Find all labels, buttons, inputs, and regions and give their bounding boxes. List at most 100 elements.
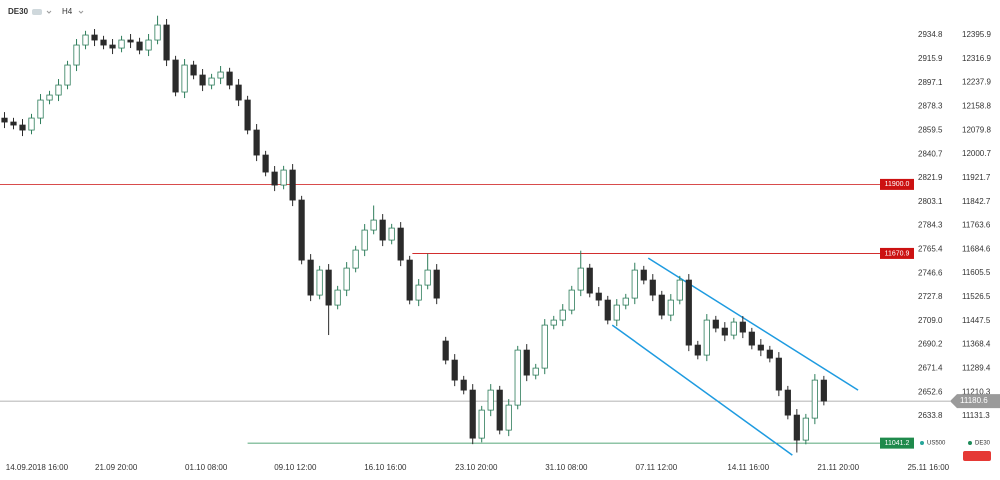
y-tick-label: 11921.7 (962, 173, 991, 182)
candle-body (1, 117, 8, 123)
chevron (46, 10, 52, 14)
candle-body (415, 284, 422, 301)
candle-body (424, 269, 431, 286)
candle-body (325, 269, 332, 306)
trendline (611, 324, 793, 456)
trendline (647, 257, 859, 391)
candle-body (514, 349, 521, 406)
y2-tick-label: 2727.8 (918, 292, 943, 301)
candle-body (55, 84, 62, 96)
legend-dot (968, 441, 972, 445)
candle-body (145, 39, 152, 51)
candle-body (406, 259, 413, 301)
candle-body (199, 74, 206, 86)
candle-body (19, 124, 26, 131)
candle-body (181, 64, 188, 93)
candle-body (433, 269, 440, 299)
candle-body (685, 279, 692, 346)
level-tag (880, 178, 914, 190)
candle-body (523, 349, 530, 376)
y-tick-label: 11131.3 (962, 411, 990, 420)
symbol[interactable]: DE30 (8, 7, 29, 16)
x-tick-label: 25.11 16:00 (907, 463, 949, 472)
candle-body (82, 34, 89, 46)
candle-body (496, 389, 503, 431)
y2-tick-label: 2821.9 (918, 173, 943, 182)
candle-body (577, 267, 584, 291)
level-tag (880, 437, 914, 449)
y2-tick-label: 2878.3 (918, 102, 943, 111)
x-tick-label: 14.11 16:00 (727, 463, 769, 472)
candle-body (244, 99, 251, 131)
y-tick-label: 11526.5 (962, 292, 991, 301)
candle-body (757, 344, 764, 351)
candle-body (91, 34, 98, 41)
y-tick-label: 11684.6 (962, 244, 991, 253)
candle-body (784, 389, 791, 416)
candle-body (127, 39, 134, 43)
candle-body (370, 219, 377, 231)
y2-tick-label: 2633.8 (918, 411, 943, 420)
timeframe[interactable]: H4 (62, 7, 73, 16)
candle-body (541, 324, 548, 369)
candle-body (469, 389, 476, 439)
y2-tick-label: 2765.4 (918, 245, 943, 254)
candle-body (793, 414, 800, 441)
y-tick-label: 11605.5 (962, 268, 991, 277)
candle-body (811, 379, 818, 419)
candle-body (37, 99, 44, 119)
x-tick-label: 01.10 08:00 (185, 463, 228, 472)
candle-body (451, 359, 458, 381)
candle-body (262, 154, 269, 173)
y-tick-label: 11289.4 (962, 363, 991, 372)
candle-body (235, 84, 242, 101)
candle-body (208, 77, 215, 86)
candle-body (667, 299, 674, 316)
level-label: 11041.2 (885, 440, 910, 447)
candle-body (478, 409, 485, 439)
legend-label: US500 (927, 441, 946, 447)
candle-body (766, 349, 773, 359)
candle-body (658, 294, 665, 316)
y2-tick-label: 2803.1 (918, 197, 943, 206)
legend-dot (920, 441, 924, 445)
candle-body (505, 404, 512, 431)
candle-body (460, 379, 467, 391)
candle-body (649, 279, 656, 296)
candle-body (721, 327, 728, 336)
candle-body (226, 71, 233, 86)
candle-body (136, 41, 143, 51)
candle-body (676, 279, 683, 301)
last-price-label: 11180.6 (960, 396, 988, 405)
candle-body (118, 39, 125, 49)
candle-body (595, 292, 602, 301)
x-tick-label: 09.10 12:00 (274, 463, 317, 472)
candle-body (352, 249, 359, 269)
candle-body (739, 321, 746, 333)
candle-body (163, 24, 170, 61)
level-label: 11900.0 (885, 181, 910, 188)
candle-body (73, 44, 80, 66)
y-tick-label: 12000.7 (962, 149, 991, 158)
candle-body (46, 94, 53, 101)
x-tick-label: 21.11 20:00 (817, 463, 859, 472)
y-tick-label: 11842.7 (962, 197, 991, 206)
candle-body (343, 267, 350, 291)
y-tick-label: 12237.9 (962, 78, 991, 87)
candle-body (550, 319, 557, 326)
y2-tick-label: 2859.5 (918, 125, 943, 134)
alert-button[interactable] (963, 451, 991, 461)
candle-body (820, 379, 827, 402)
candle-body (712, 319, 719, 329)
candle-body (703, 319, 710, 356)
y2-tick-label: 2746.6 (918, 268, 943, 277)
y-tick-label: 11763.6 (962, 221, 991, 230)
y-tick-label: 11210.3 (962, 387, 991, 396)
x-tick-label: 23.10 20:00 (455, 463, 498, 472)
candle-body (253, 129, 260, 156)
chevron (78, 10, 84, 14)
legend-label: DE30 (975, 441, 991, 447)
candle-body (802, 417, 809, 441)
candle-body (64, 64, 71, 86)
x-tick-label: 16.10 16:00 (364, 463, 407, 472)
